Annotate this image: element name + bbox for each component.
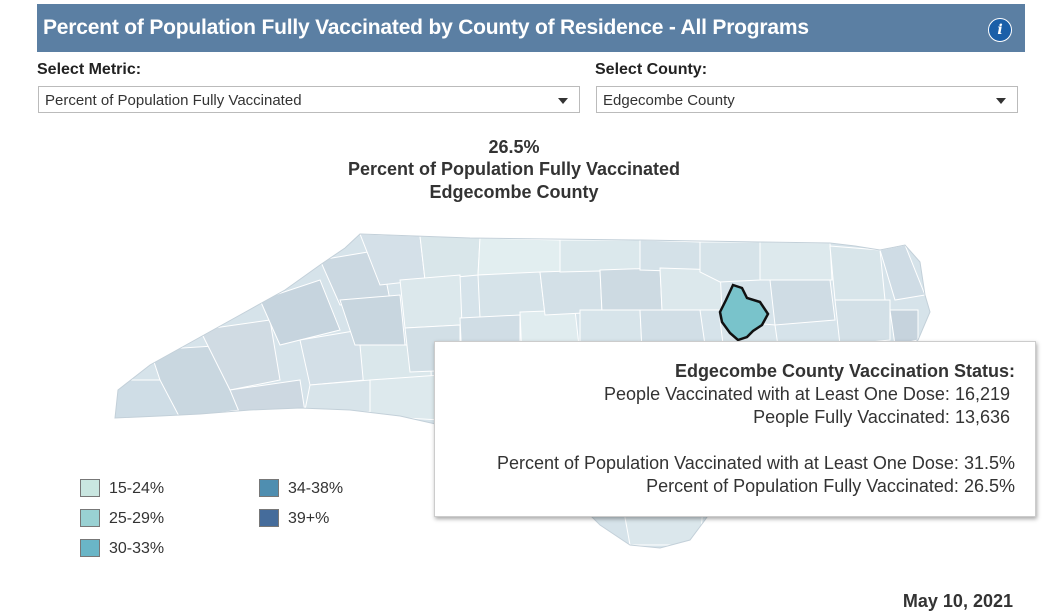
tooltip-fully-value: 13,636 xyxy=(954,407,1010,427)
legend-swatch xyxy=(80,509,100,527)
county-dropdown[interactable]: Edgecombe County xyxy=(596,86,1018,113)
tooltip-pct-one-dose-label: Percent of Population Vaccinated with at… xyxy=(496,453,959,473)
tooltip-one-dose-value: 16,219 xyxy=(954,384,1010,404)
county-tooltip: Edgecombe County Vaccination Status: Peo… xyxy=(434,341,1036,517)
metric-dropdown[interactable]: Percent of Population Fully Vaccinated xyxy=(38,86,580,113)
legend-label: 30-33% xyxy=(109,540,165,557)
headline-metric: Percent of Population Fully Vaccinated xyxy=(347,159,681,179)
tooltip-pct-fully: Percent of Population Fully Vaccinated: … xyxy=(646,476,1015,497)
legend-label: 15-24% xyxy=(109,480,165,497)
page-title: Percent of Population Fully Vaccinated b… xyxy=(43,16,809,39)
headline-value: 26.5% xyxy=(488,137,540,157)
tooltip-pct-fully-value: 26.5% xyxy=(963,476,1015,496)
legend-label: 25-29% xyxy=(109,510,165,527)
title-bar: Percent of Population Fully Vaccinated b… xyxy=(37,4,1025,52)
legend-swatch xyxy=(80,479,100,497)
info-icon[interactable]: i xyxy=(988,18,1012,42)
legend-swatch xyxy=(259,509,279,527)
chevron-down-icon xyxy=(996,98,1006,104)
tooltip-one-dose-label: People Vaccinated with at Least One Dose… xyxy=(604,384,950,404)
legend-label: 34-38% xyxy=(288,480,344,497)
legend-swatch xyxy=(259,479,279,497)
tooltip-pct-one-dose: Percent of Population Vaccinated with at… xyxy=(497,453,1015,474)
metric-label: Select Metric: xyxy=(37,61,142,78)
tooltip-one-dose: People Vaccinated with at Least One Dose… xyxy=(604,384,1010,405)
county-label: Select County: xyxy=(595,61,708,78)
legend-swatch xyxy=(80,539,100,557)
tooltip-fully: People Fully Vaccinated: 13,636 xyxy=(753,407,1010,428)
tooltip-title: Edgecombe County Vaccination Status: xyxy=(674,361,1015,381)
tooltip-fully-label: People Fully Vaccinated: xyxy=(753,407,950,427)
legend-label: 39+% xyxy=(288,510,330,527)
tooltip-pct-one-dose-value: 31.5% xyxy=(963,453,1015,473)
county-selected-value: Edgecombe County xyxy=(603,92,735,109)
headline-county: Edgecombe County xyxy=(429,182,599,202)
tooltip-pct-fully-label: Percent of Population Fully Vaccinated: xyxy=(646,476,959,496)
chevron-down-icon xyxy=(558,98,568,104)
edgecombe-county-highlight[interactable] xyxy=(718,283,770,342)
data-date: May 10, 2021 xyxy=(902,591,1013,611)
metric-selected-value: Percent of Population Fully Vaccinated xyxy=(45,92,302,109)
